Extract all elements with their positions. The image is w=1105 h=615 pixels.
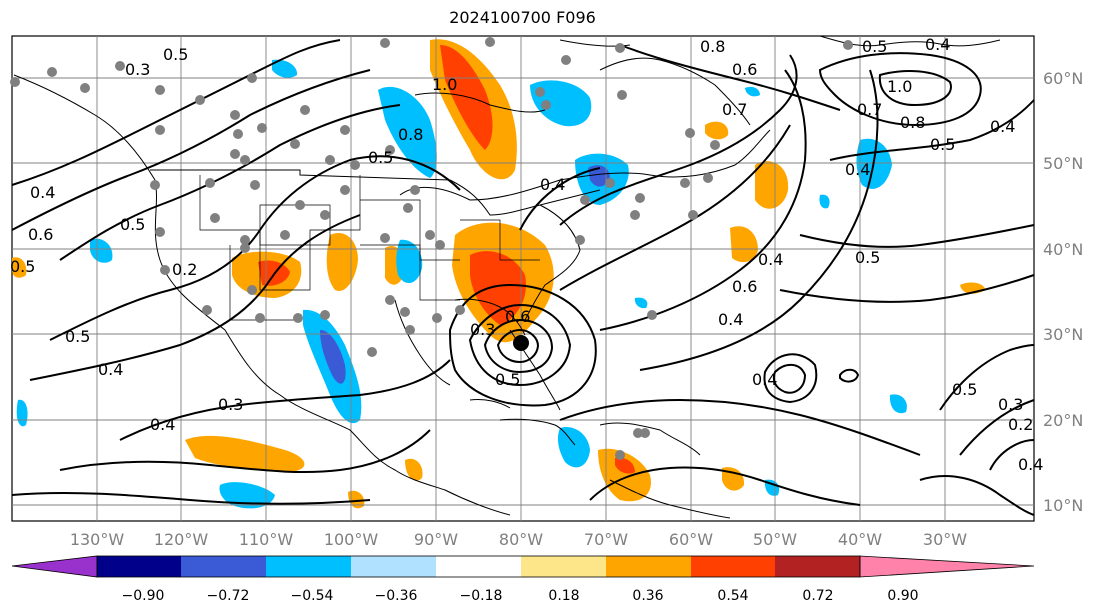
- lon-tick-label: 40°W: [838, 530, 882, 549]
- colorbar-tick-label: −0.18: [460, 588, 503, 604]
- contour-label: 0.4: [758, 250, 783, 269]
- lat-tick-label: 40°N: [1043, 240, 1083, 259]
- colorbar-tick-label: 0.18: [548, 588, 579, 604]
- lat-tick-label: 30°N: [1043, 325, 1083, 344]
- colorbar-extend-high: [860, 556, 1034, 577]
- colorbar: −0.90 −0.72 −0.54 −0.36 −0.18 0.18 0.36 …: [11, 555, 1035, 604]
- lon-tick-label: 120°W: [154, 530, 209, 549]
- contours: [11, 39, 1035, 516]
- lat-tick-label: 50°N: [1043, 154, 1083, 173]
- contour-label: 0.6: [732, 277, 757, 296]
- negative-anomaly-shading: [16, 59, 907, 509]
- lon-tick-label: 80°W: [499, 530, 543, 549]
- contour-label: 0.4: [752, 370, 777, 389]
- colorbar-tick-label: −0.54: [291, 588, 334, 604]
- map-title: 2024100700 F096: [449, 8, 596, 27]
- lon-tick-label: 110°W: [239, 530, 294, 549]
- contour-label: 0.8: [398, 125, 423, 144]
- colorbar-segment: [436, 556, 521, 577]
- contour-label: 0.5: [855, 248, 880, 267]
- contour-label: 0.5: [10, 257, 35, 276]
- lon-tick-label: 70°W: [584, 530, 628, 549]
- contour-label: 0.5: [163, 45, 188, 64]
- colorbar-segment: [775, 556, 860, 577]
- colorbar-segment: [351, 556, 436, 577]
- longitude-axis: 130°W 120°W 110°W 100°W 90°W 80°W 70°W 6…: [70, 530, 967, 549]
- colorbar-segment: [97, 556, 182, 577]
- contour-label: 0.4: [540, 175, 565, 194]
- contour-label: 0.4: [150, 415, 175, 434]
- contour-label: 0.3: [998, 395, 1023, 414]
- contour-label: 0.7: [722, 100, 747, 119]
- colorbar-tick-label: 0.54: [717, 588, 748, 604]
- contour-label: 0.3: [470, 320, 495, 339]
- coastlines: [13, 35, 1001, 519]
- colorbar-tick-label: −0.36: [375, 588, 418, 604]
- contour-label: 0.3: [125, 60, 150, 79]
- contour-label: 0.5: [65, 327, 90, 346]
- contour-label: 0.4: [1018, 455, 1043, 474]
- colorbar-tick-label: −0.72: [207, 588, 250, 604]
- contour-label: 0.8: [700, 37, 725, 56]
- lat-tick-label: 20°N: [1043, 411, 1083, 430]
- contour-label: 0.7: [857, 100, 882, 119]
- contour-label: 1.0: [432, 75, 457, 94]
- storm-center-marker: [513, 335, 529, 351]
- contour-label: 0.3: [218, 395, 243, 414]
- colorbar-tick-label: 0.72: [802, 588, 833, 604]
- contour-label: 0.4: [925, 35, 950, 54]
- colorbar-extend-low: [12, 556, 97, 577]
- lon-tick-label: 60°W: [669, 530, 713, 549]
- contour-label: 0.6: [505, 307, 530, 326]
- colorbar-segment: [606, 556, 691, 577]
- colorbar-segment: [691, 556, 776, 577]
- contour-label: 0.2: [172, 260, 197, 279]
- lon-tick-label: 90°W: [414, 530, 458, 549]
- contour-label: 0.4: [98, 360, 123, 379]
- lon-tick-label: 30°W: [923, 530, 967, 549]
- contour-label: 1.0: [887, 77, 912, 96]
- colorbar-segment: [181, 556, 266, 577]
- lon-tick-label: 50°W: [753, 530, 797, 549]
- contour-label: 0.5: [952, 380, 977, 399]
- latitude-axis: 60°N 50°N 40°N 30°N 20°N 10°N: [1043, 69, 1083, 515]
- gridlines: [12, 36, 1034, 521]
- colorbar-tick-label: 0.90: [887, 588, 918, 604]
- contour-label: 0.8: [900, 113, 925, 132]
- contour-label: 0.6: [28, 225, 53, 244]
- colorbar-tick-label: −0.90: [122, 588, 165, 604]
- colorbar-segment: [266, 556, 351, 577]
- lon-tick-label: 100°W: [324, 530, 379, 549]
- colorbar-segment: [521, 556, 606, 577]
- contour-label: 0.5: [930, 135, 955, 154]
- station-dots: [10, 37, 853, 460]
- contour-label: 0.4: [30, 183, 55, 202]
- contour-label: 0.5: [495, 370, 520, 389]
- lat-tick-label: 10°N: [1043, 496, 1083, 515]
- lon-tick-label: 130°W: [70, 530, 125, 549]
- lat-tick-label: 60°N: [1043, 69, 1083, 88]
- contour-label: 0.4: [990, 117, 1015, 136]
- contour-label: 0.4: [845, 160, 870, 179]
- contour-label: 0.5: [368, 148, 393, 167]
- contour-label: 0.5: [120, 215, 145, 234]
- contour-label: 0.4: [718, 310, 743, 329]
- colorbar-tick-label: 0.36: [632, 588, 663, 604]
- contour-label: 0.2: [1008, 415, 1033, 434]
- contour-label-group: 0.5 0.3 0.4 0.6 0.5 0.2 0.5 0.4 0.4 0.3 …: [10, 35, 1043, 474]
- contour-label: 0.5: [862, 37, 887, 56]
- map-panel: 0.5 0.3 0.4 0.6 0.5 0.2 0.5 0.4 0.4 0.3 …: [10, 35, 1043, 522]
- contour-label: 0.6: [732, 60, 757, 79]
